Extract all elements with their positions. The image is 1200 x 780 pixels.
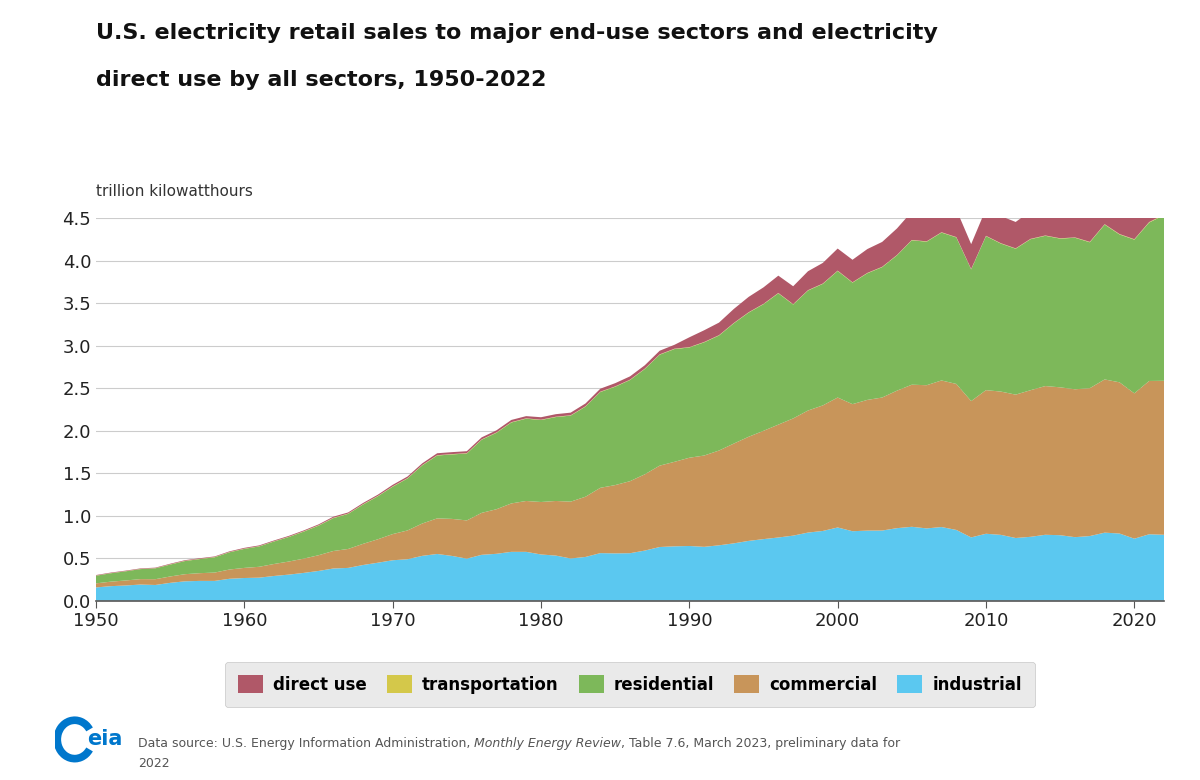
Text: , Table 7.6, March 2023, preliminary data for: , Table 7.6, March 2023, preliminary dat… bbox=[622, 737, 900, 750]
Text: U.S. electricity retail sales to major end-use sectors and electricity: U.S. electricity retail sales to major e… bbox=[96, 23, 938, 44]
Text: trillion kilowatthours: trillion kilowatthours bbox=[96, 184, 253, 199]
Text: Data source: U.S. Energy Information Administration,: Data source: U.S. Energy Information Adm… bbox=[138, 737, 474, 750]
Text: direct use by all sectors, 1950-2022: direct use by all sectors, 1950-2022 bbox=[96, 70, 546, 90]
Text: Monthly Energy Review: Monthly Energy Review bbox=[474, 737, 622, 750]
Text: 2022: 2022 bbox=[138, 757, 169, 770]
Legend: direct use, transportation, residential, commercial, industrial: direct use, transportation, residential,… bbox=[224, 661, 1036, 707]
Text: eia: eia bbox=[88, 729, 122, 750]
